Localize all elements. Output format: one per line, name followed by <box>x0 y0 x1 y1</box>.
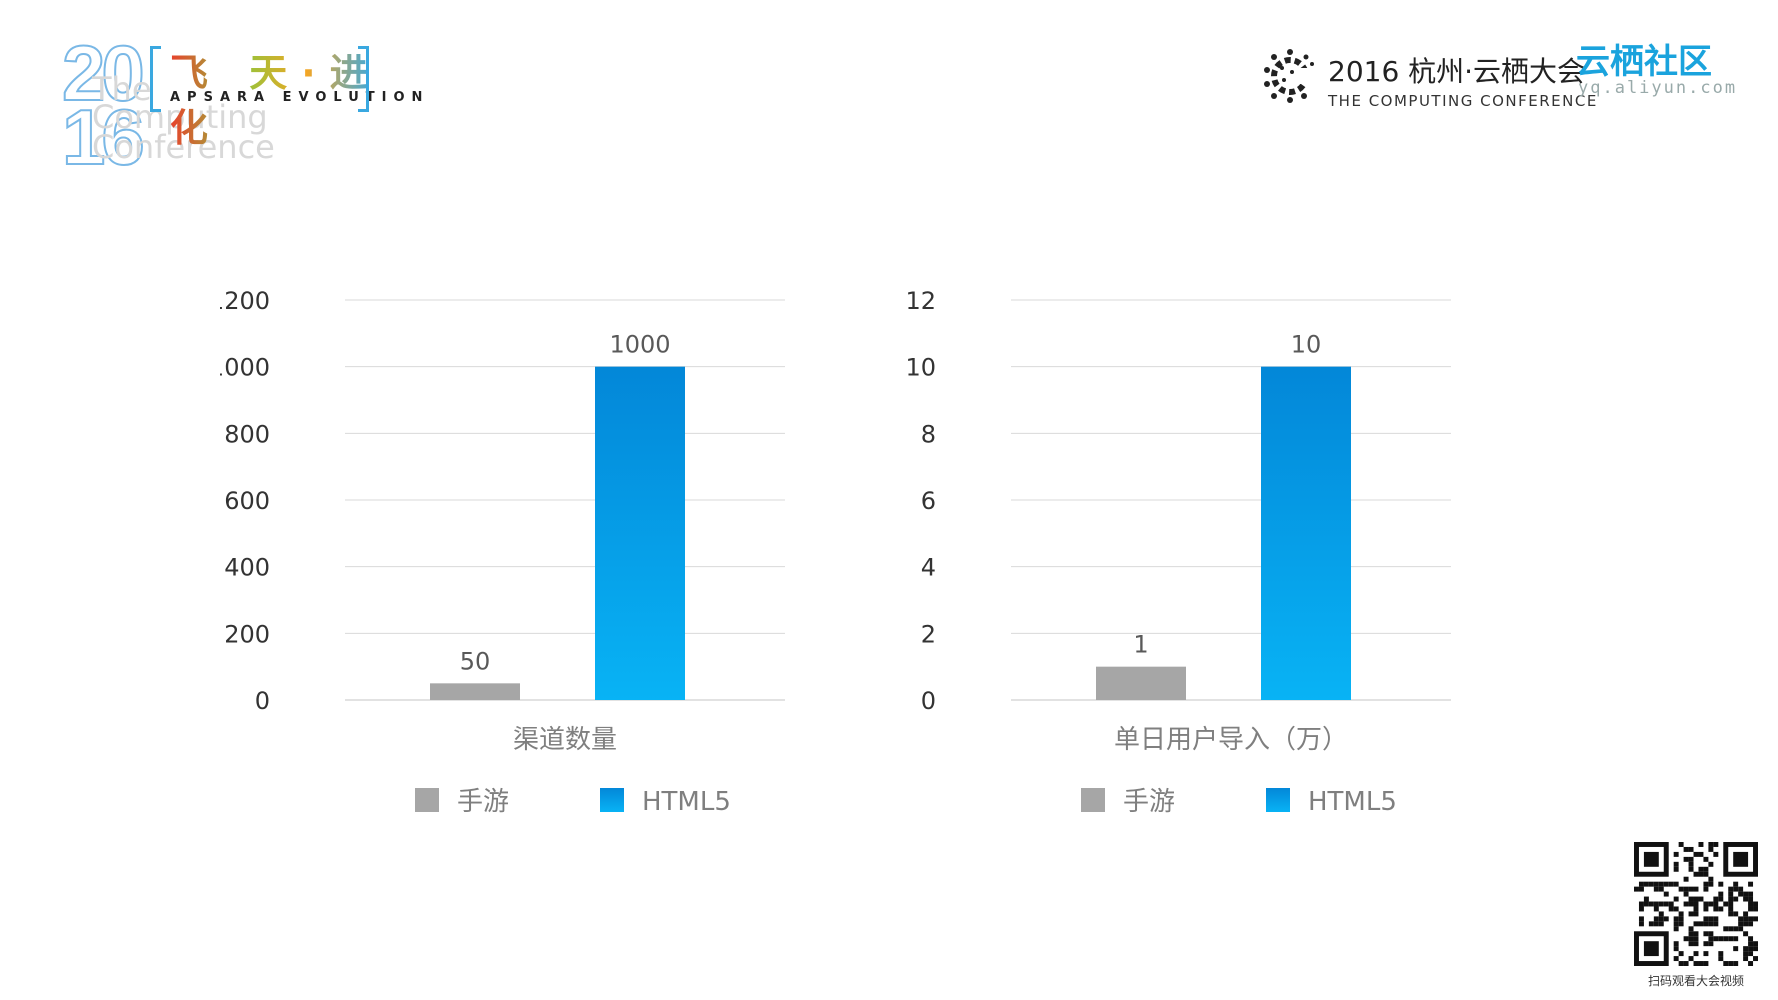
data-label: 10 <box>1291 331 1322 359</box>
bar-mobile-game <box>430 683 520 700</box>
bar-html5 <box>1261 366 1351 700</box>
y-tick-label: 200 <box>224 620 270 648</box>
y-tick-label: 0 <box>255 687 270 715</box>
legend-label: 手游 <box>1123 787 1175 817</box>
y-tick-label: 8 <box>921 420 936 448</box>
conference-title-en: THE COMPUTING CONFERENCE <box>1328 92 1598 110</box>
y-tick-label: 6 <box>921 487 936 515</box>
apsara-logo: 20 16 The Computing Conference 飞 天·进 化 A… <box>61 29 442 188</box>
logo-faint-line-1: The <box>92 70 152 108</box>
legend-swatch <box>1081 788 1105 812</box>
y-tick-label: 1200 <box>220 287 270 315</box>
community-name-cn: 云栖社区 <box>1576 42 1712 82</box>
y-tick-label: 2 <box>921 620 936 648</box>
data-label: 1 <box>1133 631 1148 659</box>
legend-label: HTML5 <box>1308 787 1397 817</box>
computing-conference-icon <box>1264 49 1318 103</box>
y-tick-label: 400 <box>224 554 270 582</box>
bar-mobile-game <box>1096 666 1186 700</box>
y-tick-label: 1000 <box>220 354 270 382</box>
chart-daily-users-svg: 0 2 4 6 8 10 12 1 10 单日用户导入（万） 手游 HTML5 <box>905 287 1451 817</box>
bar-html5 <box>595 366 685 700</box>
legend-swatch <box>1266 788 1290 812</box>
data-label: 50 <box>460 647 491 675</box>
y-tick-label: 0 <box>921 687 936 715</box>
y-tick-label: 4 <box>921 554 936 582</box>
y-tick-label: 600 <box>224 487 270 515</box>
y-tick-label: 12 <box>905 287 936 315</box>
x-category-label: 渠道数量 <box>513 725 617 755</box>
conference-logo: 2016 杭州·云栖大会 THE COMPUTING CONFERENCE 云栖… <box>1258 34 1778 124</box>
chart-daily-users: 0 2 4 6 8 10 12 1 10 单日用户导入（万） 手游 HTML5 <box>886 270 1526 830</box>
y-tick-label: 800 <box>224 420 270 448</box>
legend-swatch <box>600 788 624 812</box>
legend-label: HTML5 <box>642 787 731 817</box>
legend-label: 手游 <box>457 787 509 817</box>
conference-title-cn: 2016 杭州·云栖大会 <box>1328 55 1586 88</box>
logo-year-top: 20 <box>61 29 146 117</box>
data-label: 1000 <box>609 331 670 359</box>
qr-code-icon <box>1634 842 1758 966</box>
logo-bracket-left <box>150 46 161 112</box>
logo-apsara-en: APSARA EVOLUTION <box>170 90 430 105</box>
x-category-label: 单日用户导入（万） <box>1114 725 1348 755</box>
qr-caption: 扫码观看大会视频 <box>1647 974 1744 988</box>
community-url: yq.aliyun.com <box>1578 78 1738 98</box>
logo-apsara-cn: 飞 天·进 化 <box>170 42 442 152</box>
logo-faint-line-2: Computing <box>92 100 268 134</box>
logo-faint-line-3: Conference <box>92 130 275 164</box>
legend-swatch <box>415 788 439 812</box>
logo-bracket-right <box>358 46 369 112</box>
logo-year-bottom: 16 <box>61 93 146 181</box>
y-tick-label: 10 <box>905 354 936 382</box>
